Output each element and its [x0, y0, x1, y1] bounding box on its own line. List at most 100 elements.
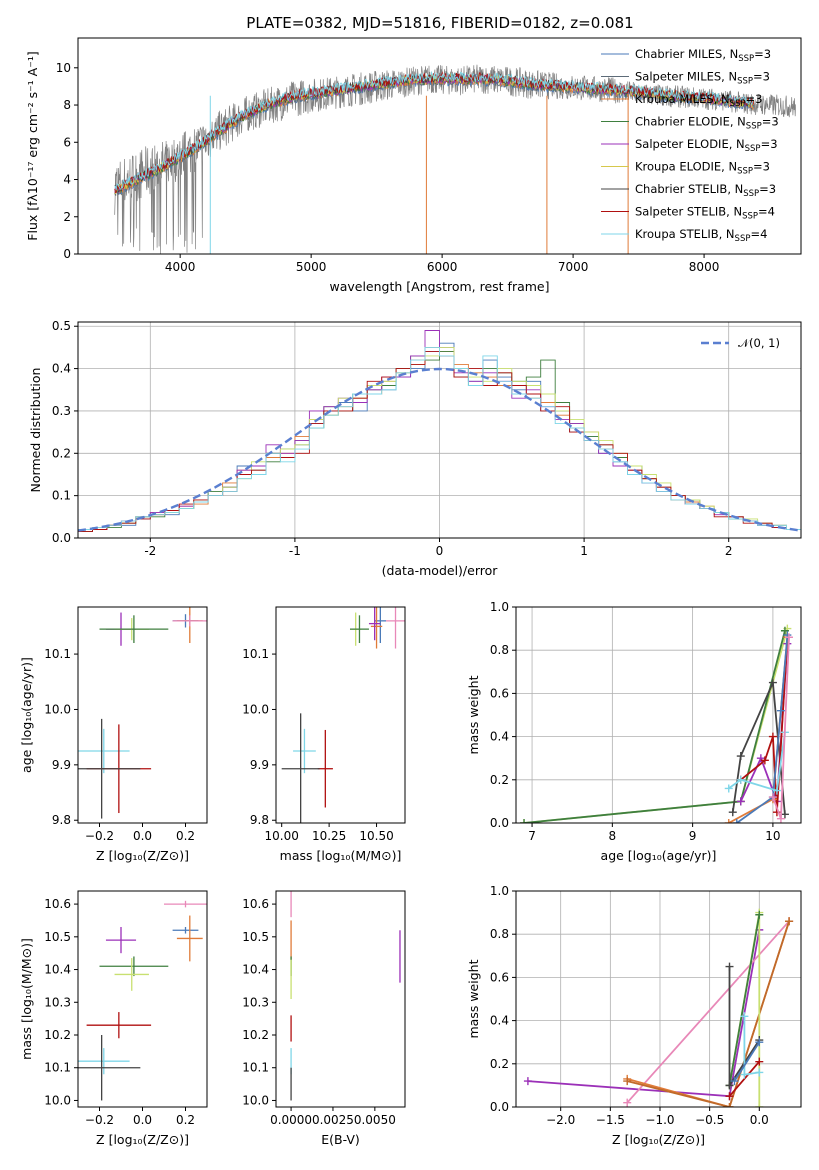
legend-entry-5: Kroupa ELODIE, NSSP=3	[635, 160, 770, 177]
y-tick-label: 10.2	[44, 1028, 71, 1042]
x-tick-label: -2	[144, 544, 156, 558]
weight-line-7	[728, 732, 786, 792]
weight-marker-7-1	[736, 775, 745, 784]
x-tick-label: 0.2	[176, 829, 195, 843]
weight-marker-9-0	[730, 1077, 739, 1086]
legend-entry-7: Salpeter STELIB, NSSP=4	[635, 205, 775, 222]
weight-marker-6-1	[725, 1081, 734, 1090]
weight-marker-6-0	[732, 819, 741, 823]
y-tick-label: 10.2	[242, 1028, 269, 1042]
x-tick-label: 4000	[165, 260, 196, 274]
y-tick-label: 9.9	[52, 758, 71, 772]
panel-weight_vs_Z: −2.0 −1.5 −1.0 −0.5 0.0 0.0 0.2 0.4 0.6 0.8 1.0 Z […	[466, 884, 802, 1147]
y-tick-label: 10.1	[44, 647, 71, 661]
y-tick-label: 10.6	[242, 897, 269, 911]
y-tick-label: 0.2	[52, 446, 71, 460]
y-tick-label: 0.8	[490, 643, 509, 657]
panel-mass_vs_ebv: 0.0000 0.0025 0.0050 10.0 10.1 10.2 10.3 10.4 10…	[242, 890, 406, 1147]
x-tick-label: −1.0	[645, 1113, 674, 1127]
x-tick-label: −0.5	[695, 1113, 724, 1127]
y-tick-label: 0.1	[52, 489, 71, 503]
residual-histogram-6	[78, 346, 801, 538]
weight-marker-3-1	[725, 1103, 734, 1107]
plot-frame	[515, 606, 802, 824]
panel-age_vs_Z: −0.2 0.0 0.2 9.8 9.9 10.0 10.1 Z [log₁₀(Z/Z⊙)] a…	[19, 606, 208, 863]
y-tick-label: 10.0	[242, 702, 269, 716]
panel-spectrum: Chabrier MILES, NSSP=3 Salpeter MILES, NS…	[25, 37, 802, 294]
y-tick-label: 10.1	[242, 1061, 269, 1075]
y-tick-label: 10.4	[242, 963, 269, 977]
y-axis-label: Normed distribution	[28, 368, 43, 493]
y-axis-label: Flux [fλ10⁻¹⁷ erg cm⁻² s⁻¹ A⁻¹]	[25, 51, 40, 240]
weight-marker-9-1	[755, 1038, 764, 1047]
x-tick-label: 8000	[689, 260, 720, 274]
y-tick-label: 0.2	[490, 1057, 509, 1071]
x-tick-label: 0.0025	[312, 1113, 354, 1127]
x-tick-label: 0.0	[750, 1113, 769, 1127]
weight-marker-7-2	[772, 786, 781, 795]
y-axis-label: mass weight	[466, 675, 481, 754]
weight-marker-7-1	[755, 1057, 764, 1066]
plot-area-mass_vs_ebv	[290, 891, 401, 1101]
x-axis-label: Z [log₁₀(Z/Z⊙)]	[96, 848, 189, 863]
legend-entry-3: Chabrier ELODIE, NSSP=3	[635, 115, 779, 132]
y-tick-label: 0.6	[490, 686, 509, 700]
model-line-8	[114, 70, 754, 191]
y-tick-label: 2	[63, 210, 71, 224]
weight-marker-4-2	[768, 732, 777, 741]
weight-line-1	[523, 630, 786, 823]
x-axis-label: (data-model)/error	[382, 563, 499, 578]
weight-marker-2-3	[780, 810, 789, 819]
y-axis-label: mass weight	[466, 959, 481, 1038]
weight-marker-8-0	[768, 793, 777, 802]
weight-marker-1-0	[623, 1098, 632, 1107]
x-tick-label: 10.00	[265, 829, 299, 843]
x-tick-label: 0.0050	[354, 1113, 396, 1127]
y-tick-label: 1.0	[490, 884, 509, 898]
legend-entry-2: Kroupa MILES, NSSP=3	[635, 92, 762, 109]
plot-area-residuals	[78, 330, 801, 538]
plot-area-spectrum	[114, 64, 796, 254]
y-tick-label: 9.8	[52, 813, 71, 827]
weight-marker-5-1	[755, 910, 764, 919]
y-tick-label: 0.0	[490, 816, 509, 830]
weight-line-0	[523, 628, 789, 823]
x-tick-label: 1	[580, 544, 588, 558]
x-tick-label: -1	[289, 544, 301, 558]
plot-area-age_vs_mass	[281, 607, 405, 823]
weight-marker-8-2	[755, 1068, 764, 1077]
y-tick-label: 0.0	[490, 1100, 509, 1114]
y-tick-label: 10	[56, 61, 71, 75]
plot-area-weight_vs_age	[520, 624, 793, 823]
y-tick-label: 0.8	[490, 927, 509, 941]
x-tick-label: 10.25	[312, 829, 346, 843]
y-tick-label: 10.0	[44, 702, 71, 716]
x-tick-label: 9	[689, 829, 697, 843]
weight-marker-6-0	[725, 962, 734, 971]
y-tick-label: 10.1	[242, 647, 269, 661]
plot-area-age_vs_Z	[78, 607, 207, 819]
y-tick-label: 0.3	[52, 404, 71, 418]
x-tick-label: 5000	[296, 260, 327, 274]
residual-legend: 𝒩(0, 1)	[701, 336, 780, 350]
y-tick-label: 0.4	[52, 362, 71, 376]
y-tick-label: 10.3	[44, 995, 71, 1009]
weight-marker-8-1	[776, 814, 785, 823]
y-axis-label: age [log₁₀(age/yr)]	[19, 657, 34, 773]
x-tick-label: 0.0000	[270, 1113, 312, 1127]
y-tick-label: 0.2	[490, 773, 509, 787]
x-tick-label: 0.2	[176, 1113, 195, 1127]
weight-marker-3-1	[756, 754, 765, 763]
panel-residuals: 𝒩(0, 1) -2 -1 0 1 2 0.0 0.1 0.2 0.3 0.4 0.5 (data-mo…	[28, 319, 802, 578]
y-tick-label: 1.0	[490, 600, 509, 614]
y-tick-label: 10.0	[44, 1093, 71, 1107]
weight-marker-1-0	[520, 819, 529, 823]
weight-line-5	[728, 914, 761, 1086]
weight-marker-6-2	[776, 706, 785, 715]
x-axis-label: wavelength [Angstrom, rest frame]	[329, 279, 549, 294]
x-tick-label: −0.2	[85, 829, 114, 843]
weight-marker-3-2	[785, 917, 794, 926]
legend-entry-0: Chabrier MILES, NSSP=3	[635, 47, 771, 64]
weight-marker-2-0	[728, 808, 737, 817]
plot-frame	[77, 37, 802, 255]
